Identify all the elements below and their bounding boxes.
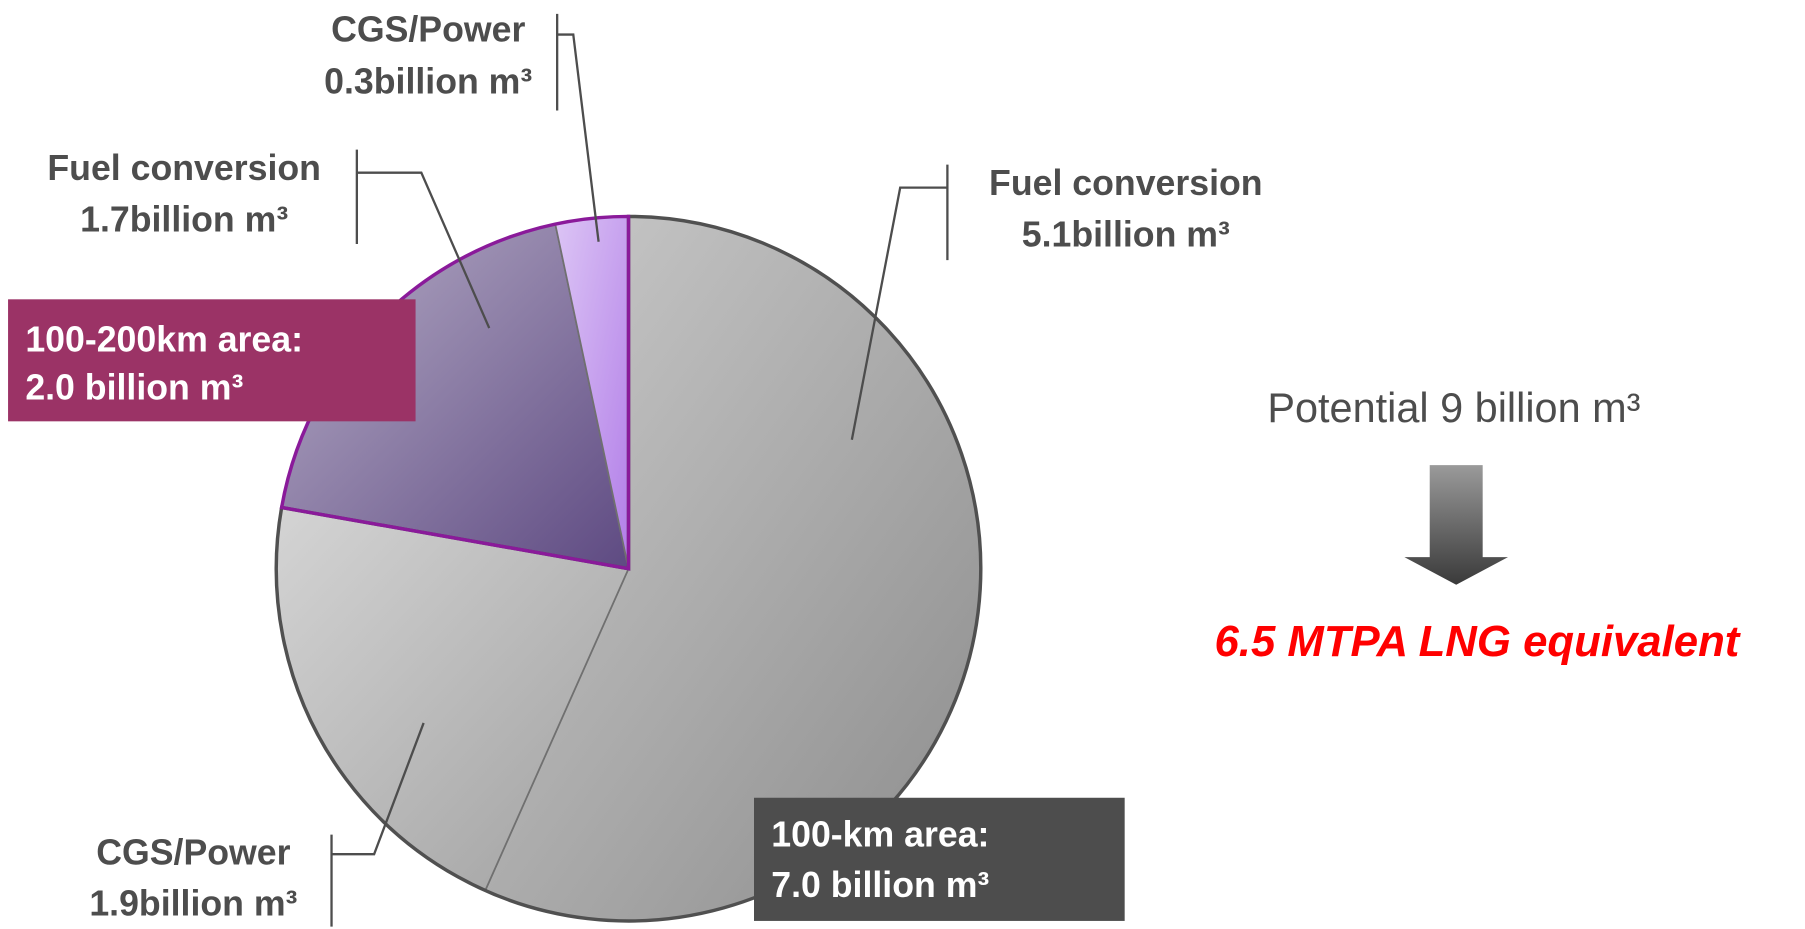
group-value-label: 2.0 billion m³ [25, 368, 243, 408]
group-box [754, 797, 1125, 921]
leader-lines [330, 13, 949, 927]
slice-label: CGS/Power [96, 833, 290, 873]
leader [850, 186, 948, 440]
slice-label: Fuel conversion [989, 163, 1263, 203]
slice-label: Fuel conversion [47, 148, 321, 188]
group-value-label: 7.0 billion m³ [771, 865, 989, 905]
leader [557, 33, 600, 242]
pie [275, 215, 982, 922]
arrow [1404, 465, 1509, 585]
leader [356, 171, 491, 329]
group-outline [279, 214, 631, 571]
slice-value-label: 0.3billion m³ [324, 61, 532, 101]
annotation: Potential 9 billion m³ [1267, 384, 1640, 431]
annotation: 6.5 MTPA LNG equivalent [1214, 617, 1741, 666]
slice-value-label: 1.7billion m³ [80, 200, 288, 240]
group-label: 100-200km area: [25, 319, 303, 359]
slice-value-label: 5.1billion m³ [1022, 215, 1230, 255]
slice-label: CGS/Power [331, 10, 525, 50]
group-label: 100-km area: [771, 814, 989, 854]
slice-value-label: 1.9billion m³ [89, 883, 297, 923]
group-box [8, 299, 416, 422]
leader [331, 722, 425, 856]
